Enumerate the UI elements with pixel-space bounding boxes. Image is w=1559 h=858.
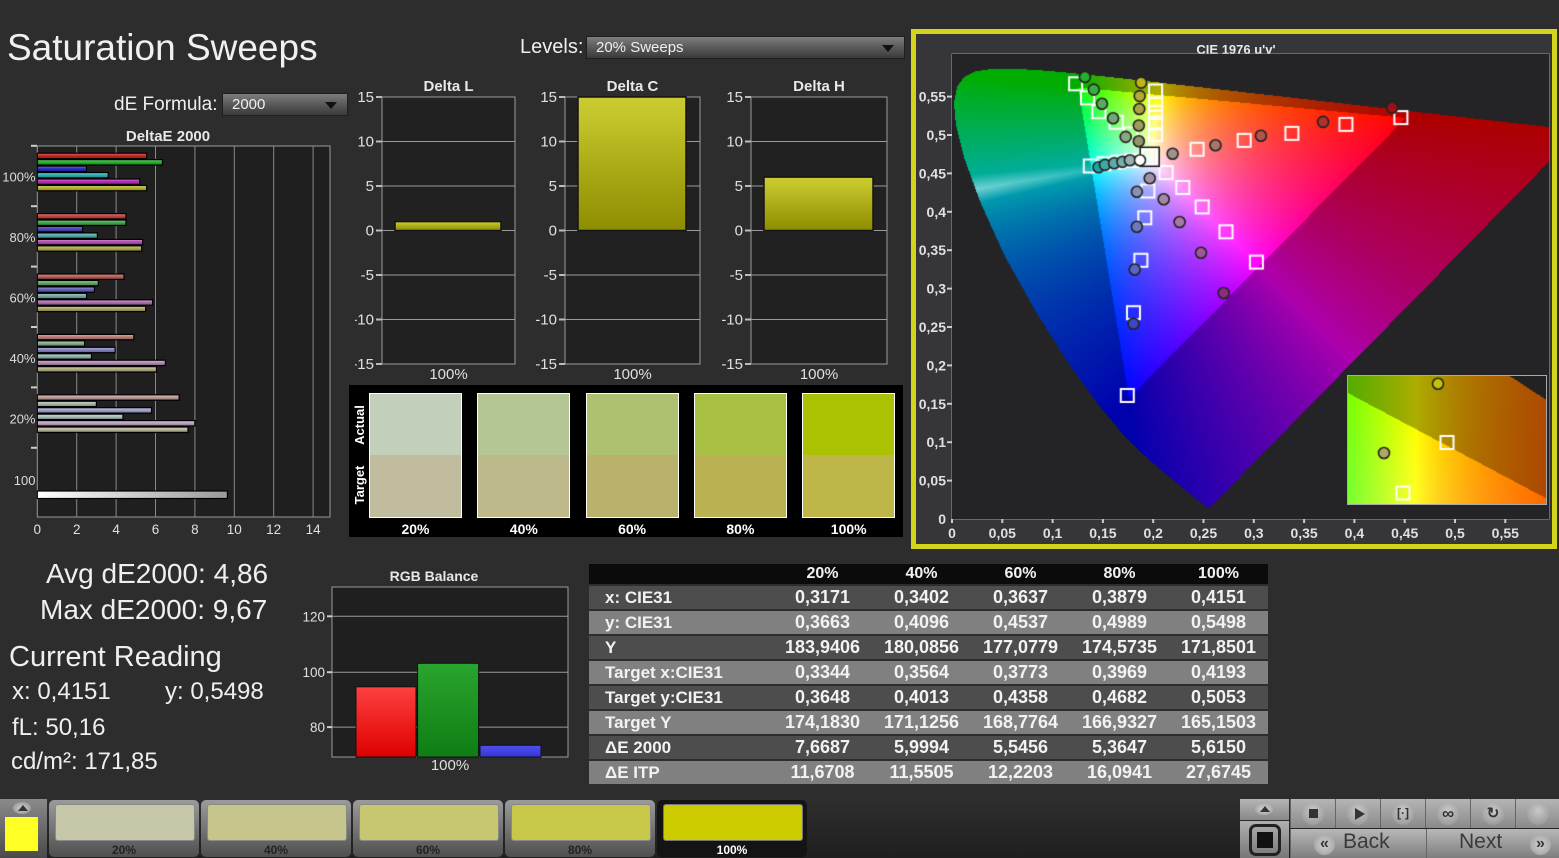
svg-text:0,1: 0,1: [927, 434, 947, 450]
svg-text:100: 100: [14, 473, 36, 488]
svg-text:15: 15: [726, 89, 743, 106]
svg-text:DeltaE 2000: DeltaE 2000: [126, 128, 210, 145]
svg-text:Delta L: Delta L: [423, 78, 473, 95]
svg-text:100%: 100%: [429, 366, 467, 383]
svg-text:-15: -15: [535, 356, 557, 373]
svg-text:0: 0: [549, 223, 557, 240]
svg-text:6: 6: [152, 522, 160, 537]
svg-text:-15: -15: [355, 356, 374, 373]
svg-text:0: 0: [366, 223, 374, 240]
svg-text:0,5: 0,5: [1445, 525, 1465, 541]
svg-text:80%: 80%: [9, 230, 35, 245]
svg-text:5: 5: [735, 178, 743, 195]
svg-text:0,15: 0,15: [1089, 525, 1116, 541]
svg-text:0,45: 0,45: [919, 165, 946, 181]
svg-text:100%: 100%: [2, 170, 36, 185]
svg-text:0,35: 0,35: [1290, 525, 1317, 541]
svg-text:14: 14: [306, 522, 322, 537]
svg-text:-10: -10: [355, 312, 374, 329]
svg-text:0,3: 0,3: [927, 281, 947, 297]
svg-text:10: 10: [357, 134, 374, 151]
svg-text:0,25: 0,25: [1190, 525, 1217, 541]
svg-text:100: 100: [302, 665, 325, 680]
svg-text:10: 10: [726, 134, 743, 151]
svg-text:40%: 40%: [9, 351, 35, 366]
svg-text:-10: -10: [535, 312, 557, 329]
svg-text:RGB Balance: RGB Balance: [390, 568, 479, 584]
svg-text:8: 8: [191, 522, 199, 537]
svg-text:0,05: 0,05: [989, 525, 1016, 541]
svg-text:60%: 60%: [9, 291, 35, 306]
svg-text:-5: -5: [544, 267, 557, 284]
svg-text:20%: 20%: [9, 411, 35, 426]
svg-text:0,1: 0,1: [1043, 525, 1063, 541]
svg-text:0: 0: [938, 511, 946, 527]
svg-text:0: 0: [34, 522, 42, 537]
svg-text:10: 10: [227, 522, 242, 537]
svg-text:12: 12: [266, 522, 281, 537]
svg-text:5: 5: [549, 178, 557, 195]
svg-text:0: 0: [948, 525, 956, 541]
svg-text:0: 0: [735, 223, 743, 240]
svg-text:Delta H: Delta H: [793, 78, 845, 95]
svg-text:10: 10: [540, 134, 557, 151]
svg-text:Delta C: Delta C: [607, 78, 659, 95]
svg-text:120: 120: [302, 609, 325, 624]
svg-text:0,4: 0,4: [927, 204, 947, 220]
svg-text:0,25: 0,25: [919, 319, 946, 335]
svg-text:0,3: 0,3: [1244, 525, 1264, 541]
svg-text:5: 5: [366, 178, 374, 195]
svg-text:0,35: 0,35: [919, 242, 946, 258]
svg-text:100%: 100%: [800, 366, 838, 383]
svg-text:0,2: 0,2: [1143, 525, 1163, 541]
svg-text:0,5: 0,5: [927, 127, 947, 143]
svg-text:0,55: 0,55: [919, 89, 946, 105]
svg-text:0,2: 0,2: [927, 357, 947, 373]
svg-text:-5: -5: [730, 267, 743, 284]
svg-text:-10: -10: [721, 312, 743, 329]
svg-text:0,55: 0,55: [1492, 525, 1519, 541]
svg-text:100%: 100%: [431, 757, 469, 774]
svg-text:80: 80: [310, 720, 325, 735]
svg-text:0,15: 0,15: [919, 396, 946, 412]
svg-text:-15: -15: [721, 356, 743, 373]
svg-text:-5: -5: [361, 267, 374, 284]
svg-text:15: 15: [357, 89, 374, 106]
svg-text:100%: 100%: [613, 366, 651, 383]
svg-text:0,45: 0,45: [1391, 525, 1418, 541]
svg-text:0,05: 0,05: [919, 473, 946, 489]
svg-text:2: 2: [73, 522, 81, 537]
svg-text:15: 15: [540, 89, 557, 106]
svg-text:0,4: 0,4: [1345, 525, 1365, 541]
svg-text:4: 4: [112, 522, 120, 537]
